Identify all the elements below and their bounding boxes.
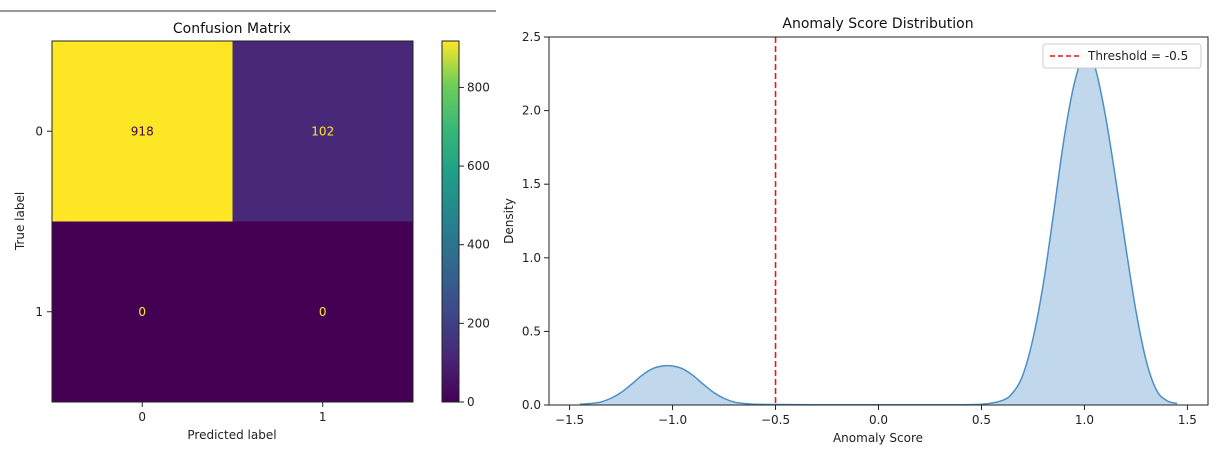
colorbar-tick-label: 200 <box>467 316 490 330</box>
kde-ytick-label: 1.5 <box>522 177 541 191</box>
cm-value-0-0: 918 <box>131 124 154 138</box>
legend: Threshold = -0.5 <box>1042 43 1202 69</box>
kde-xlabel: Anomaly Score <box>833 431 923 445</box>
cm-value-0-1: 102 <box>311 124 334 138</box>
kde-xtick-label: 0.5 <box>972 413 991 427</box>
confusion-matrix-chart: Confusion Matrix 918 102 0 0 0 1 0 1 Predicted… <box>13 21 490 442</box>
kde-area <box>579 53 1178 405</box>
kde-xtick-label: −0.5 <box>761 413 790 427</box>
legend-box <box>1042 43 1202 69</box>
kde-xtick-label: 0.0 <box>869 413 888 427</box>
kde-xtick-label: 1.5 <box>1178 413 1197 427</box>
kde-xtick-label: 1.0 <box>1075 413 1094 427</box>
kde-ytick-label: 2.0 <box>522 104 541 118</box>
cm-cell-0-1 <box>232 41 413 222</box>
cm-cell-0-0 <box>52 41 233 222</box>
anomaly-distribution-chart: Anomaly Score Distribution −1.5 −1.0 −0.5 0… <box>502 16 1209 445</box>
cm-xtick-label: 0 <box>138 410 146 424</box>
cm-xlabel: Predicted label <box>187 428 276 442</box>
cm-frame <box>51 40 414 403</box>
cm-cell-1-0 <box>52 221 233 402</box>
cm-title: Confusion Matrix <box>173 21 291 37</box>
kde-ytick-label: 0.5 <box>522 324 541 338</box>
legend-threshold-label: Threshold = -0.5 <box>1087 49 1188 63</box>
kde-ytick-label: 0.0 <box>522 398 541 412</box>
cm-ytick-label: 0 <box>35 124 43 138</box>
colorbar-tick-label: 800 <box>467 80 490 94</box>
colorbar <box>441 40 460 403</box>
cm-xtick-label: 1 <box>319 410 327 424</box>
cm-value-1-1: 0 <box>319 305 327 319</box>
cm-value-1-0: 0 <box>138 305 146 319</box>
kde-ytick-label: 1.0 <box>522 251 541 265</box>
cm-ytick-label: 1 <box>35 305 43 319</box>
colorbar-tick-label: 0 <box>467 395 475 409</box>
cm-cell-1-1 <box>232 221 413 402</box>
cm-ylabel: True label <box>13 192 27 251</box>
kde-title: Anomaly Score Distribution <box>782 16 973 32</box>
kde-ylabel: Density <box>502 198 516 244</box>
colorbar-tick-label: 400 <box>467 238 490 252</box>
kde-ytick-label: 2.5 <box>522 30 541 44</box>
kde-xtick-label: −1.5 <box>555 413 584 427</box>
kde-xtick-label: −1.0 <box>658 413 687 427</box>
colorbar-tick-label: 600 <box>467 159 490 173</box>
